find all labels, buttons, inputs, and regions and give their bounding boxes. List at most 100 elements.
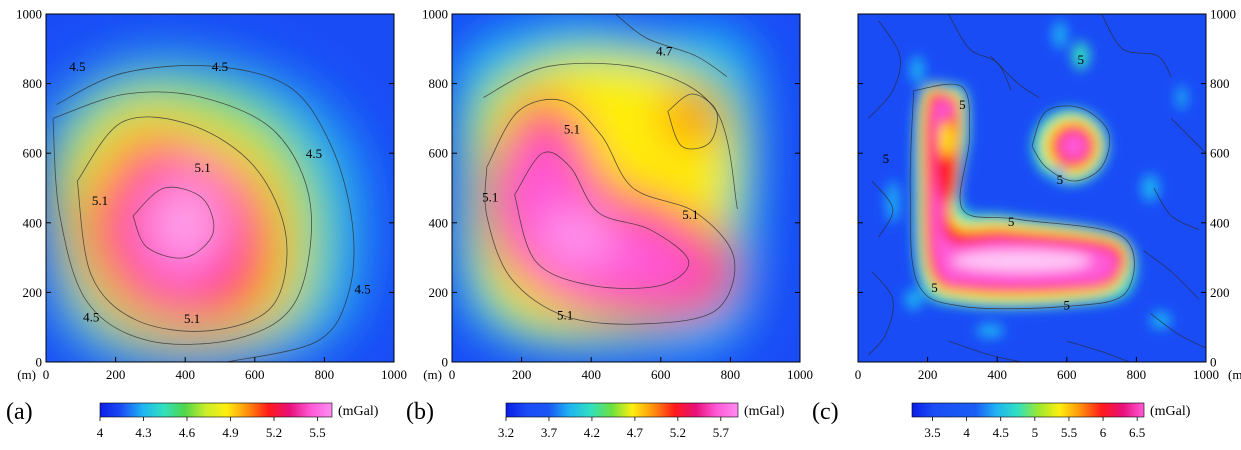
colorbar-tick-label-c-4: 5.5 (1061, 425, 1077, 440)
contour-line-c-8 (868, 271, 894, 356)
heatmap-region-c-10 (1061, 170, 1073, 178)
contour-label-b-2: 5.1 (482, 189, 498, 204)
contour-line-c-9 (948, 340, 1022, 362)
colorbar-unit-c: (mGal) (1150, 404, 1191, 419)
heatmap-region-c-18 (1141, 174, 1160, 202)
colorbar-a (99, 402, 333, 418)
contour-line-b-4 (514, 151, 690, 289)
contour-label-b-4: 5.1 (557, 308, 573, 323)
contour-label-c-5: 5 (931, 280, 938, 295)
y-tick-label-a-4: 800 (23, 76, 43, 91)
contour-line-a-1 (52, 91, 312, 345)
x-tick-label-c-1: 200 (918, 367, 938, 382)
colorbar-tick-label-a-3: 4.9 (222, 425, 238, 440)
y-tick-label-b-1: 200 (429, 285, 449, 300)
x-tick-label-b-0: 0 (449, 367, 456, 382)
colorbar-tick-label-c-6: 6.5 (1129, 425, 1145, 440)
colorbar-tick-label-c-3: 5 (1032, 425, 1039, 440)
x-tick-label-a-3: 600 (245, 367, 265, 382)
colorbar-tick-label-b-5: 5.7 (713, 425, 730, 440)
x-tick-label-a-1: 200 (106, 367, 126, 382)
x-tick-label-c-3: 600 (1057, 367, 1077, 382)
contour-label-a-0: 4.5 (69, 59, 85, 74)
contour-line-c-1 (1031, 105, 1111, 182)
y-tick-label-c-0: 0 (1210, 355, 1217, 370)
contour-line-c-11 (1150, 312, 1206, 349)
heatmap-region-c-13 (1072, 41, 1090, 70)
contour-label-c-0: 5 (1077, 52, 1084, 67)
heatmap-region-c-14 (1052, 20, 1067, 49)
y-tick-label-b-5: 1000 (422, 7, 448, 22)
x-tick-label-b-2: 400 (581, 367, 601, 382)
x-tick-label-c-2: 400 (987, 367, 1007, 382)
y-tick-label-c-2: 400 (1210, 215, 1230, 230)
contour-line-c-3 (948, 14, 1012, 91)
x-tick-label-c-4: 800 (1127, 367, 1147, 382)
contour-label-c-1: 5 (959, 97, 966, 112)
x-tick-label-a-4: 800 (315, 367, 335, 382)
contour-label-a-7: 5.1 (184, 311, 200, 326)
contour-line-b-0 (615, 14, 728, 77)
heatmap-region-c-8 (1059, 132, 1088, 161)
heatmap-region-c-15 (1176, 85, 1187, 110)
panel-a-svg: 4.5 4.5 4.5 4.5 4.5 5.1 5.1 5.1 0 200 400 600 800 100… (6, 7, 407, 441)
contour-line-b-3 (667, 93, 718, 150)
y-tick-label-c-3: 600 (1210, 146, 1230, 161)
heatmap-region-c-12 (940, 121, 954, 157)
contour-line-a-3 (132, 186, 215, 259)
contour-line-a-2 (76, 116, 288, 332)
panel-a: 4.5 4.5 4.5 4.5 4.5 5.1 5.1 5.1 0 200 400 600 800 100… (0, 0, 414, 450)
colorbar-tick-label-b-3: 4.7 (627, 425, 644, 440)
heatmap-field-b (452, 14, 800, 362)
colorbar-tick-label-a-4: 5.2 (266, 425, 282, 440)
contour-lines-a (52, 65, 355, 362)
y-tick-label-a-0: 0 (36, 355, 43, 370)
contour-line-c-2 (868, 20, 901, 119)
y-tick-label-a-1: 200 (23, 285, 43, 300)
heatmap-region-c-20 (976, 323, 1005, 338)
y-tick-label-c-4: 800 (1210, 76, 1230, 91)
colorbar-tick-label-a-0: 4 (97, 425, 104, 440)
colorbar-tick-label-c-2: 4.5 (993, 425, 1009, 440)
plot-frame-a (45, 13, 395, 363)
axis-unit-c: (m) (1228, 367, 1241, 382)
contour-label-c-3: 5 (1057, 172, 1064, 187)
contour-label-b-0: 4.7 (656, 43, 673, 58)
x-tick-label-a-5: 1000 (381, 367, 407, 382)
panel-c: 5 5 5 5 5 5 5 0 200 400 600 800 1000 0 200 400 600 800 100… (812, 0, 1241, 450)
plot-frame-b (451, 13, 801, 363)
panel-label-b: (b) (406, 399, 434, 425)
colorbar-c (911, 402, 1145, 418)
contour-line-c-6 (1153, 187, 1200, 231)
contour-label-a-3: 4.5 (355, 282, 371, 297)
heatmap-field-a (46, 14, 394, 362)
x-tick-label-c-0: 0 (855, 367, 862, 382)
colorbar-b (505, 402, 739, 418)
panel-label-c: (c) (812, 399, 839, 425)
heatmap-region-b-3 (660, 90, 724, 147)
x-tick-label-b-5: 1000 (787, 367, 813, 382)
heatmap-region-c-16 (910, 55, 925, 84)
contour-label-b-3: 5.1 (682, 207, 698, 222)
colorbar-tick-label-b-2: 4.2 (584, 425, 600, 440)
y-tick-label-a-5: 1000 (16, 7, 42, 22)
x-tick-label-c-5: 1000 (1193, 367, 1219, 382)
colorbar-tick-label-b-4: 5.2 (670, 425, 686, 440)
contour-label-a-1: 4.5 (212, 59, 228, 74)
panel-b-svg: 4.7 5.1 5.1 5.1 5.1 0 200 400 600 800 1000 0 200 400 6… (406, 7, 813, 441)
heatmap-region-c-19 (904, 288, 923, 310)
contour-line-b-2 (484, 98, 736, 325)
colorbar-tick-label-b-1: 3.7 (541, 425, 558, 440)
contour-label-c-6: 5 (1064, 297, 1071, 312)
y-tick-label-c-1: 200 (1210, 285, 1230, 300)
y-tick-label-a-2: 400 (23, 215, 43, 230)
heatmap-region-a-5 (157, 191, 214, 255)
y-tick-label-a-3: 600 (23, 146, 43, 161)
x-tick-label-a-2: 400 (175, 367, 195, 382)
heatmap-region-c-9 (1049, 167, 1071, 182)
plot-frame-c (857, 13, 1207, 363)
colorbar-unit-b: (mGal) (744, 404, 785, 419)
contour-label-a-5: 5.1 (194, 160, 210, 175)
panel-label-a: (a) (6, 399, 33, 425)
